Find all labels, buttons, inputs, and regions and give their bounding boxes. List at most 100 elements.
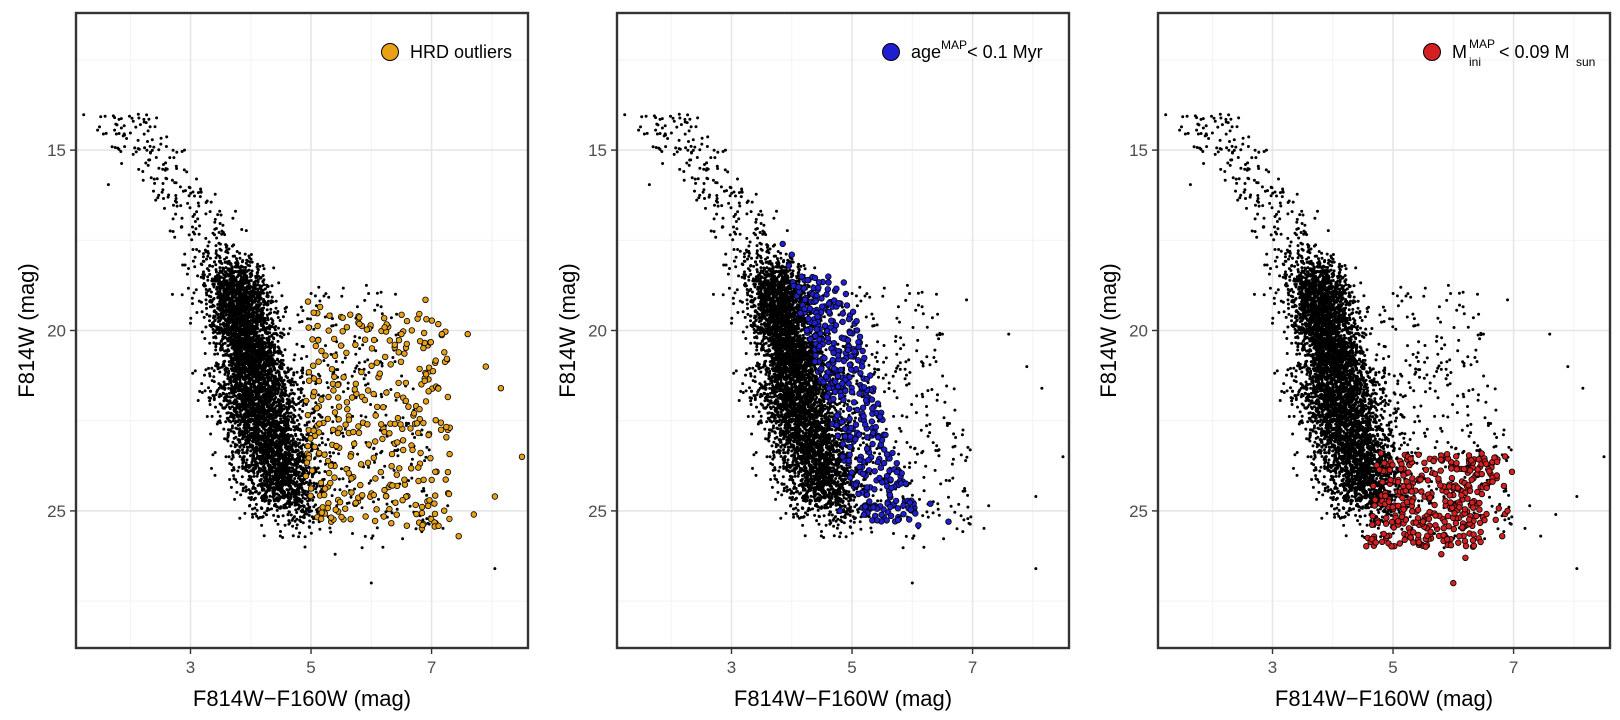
data-point	[242, 299, 246, 303]
data-point	[216, 352, 220, 356]
data-point	[259, 386, 263, 390]
data-point	[238, 434, 241, 437]
data-point	[273, 310, 276, 314]
data-point	[240, 419, 244, 422]
data-point	[204, 325, 208, 329]
data-point	[282, 333, 286, 337]
data-point	[235, 282, 239, 286]
data-point	[277, 371, 281, 375]
data-point	[268, 468, 272, 472]
data-point	[253, 487, 257, 490]
data-point	[230, 327, 234, 331]
data-point	[276, 421, 280, 425]
data-point	[223, 353, 227, 357]
data-point	[212, 398, 216, 402]
data-point	[226, 295, 230, 299]
data-point	[235, 443, 239, 447]
data-point	[256, 341, 260, 344]
data-point	[227, 386, 231, 390]
data-point	[231, 322, 235, 325]
data-point	[262, 360, 266, 364]
data-point	[237, 431, 241, 435]
data-point	[250, 303, 254, 306]
data-point	[223, 273, 227, 277]
data-point	[205, 312, 209, 316]
data-point	[256, 360, 260, 364]
data-point	[280, 294, 284, 298]
data-point	[215, 390, 219, 394]
data-point	[313, 416, 316, 420]
data-point	[183, 263, 187, 267]
data-point	[284, 476, 288, 480]
data-point	[239, 482, 243, 486]
data-point	[266, 318, 270, 322]
data-point	[274, 415, 278, 419]
data-points	[82, 112, 526, 585]
data-point	[270, 284, 274, 288]
data-point	[230, 412, 234, 416]
data-point	[209, 295, 213, 299]
data-point	[274, 362, 278, 366]
data-point	[250, 322, 254, 326]
data-point	[264, 424, 268, 428]
data-point	[298, 531, 302, 535]
data-point	[195, 248, 199, 251]
data-point	[305, 512, 309, 516]
data-point	[232, 431, 236, 435]
data-point	[301, 460, 305, 464]
data-point	[261, 465, 265, 469]
data-point	[254, 416, 258, 420]
data-point	[237, 449, 241, 453]
data-point	[193, 369, 197, 373]
data-point	[294, 484, 297, 488]
data-point	[213, 260, 217, 264]
data-point	[240, 314, 244, 317]
data-point	[269, 368, 273, 372]
data-point	[263, 428, 267, 432]
data-point	[256, 379, 260, 383]
data-point	[242, 443, 246, 447]
data-point	[195, 311, 199, 314]
data-point	[295, 517, 299, 521]
data-point	[268, 325, 272, 329]
data-point	[291, 380, 295, 384]
data-point	[238, 301, 242, 305]
data-point	[229, 262, 233, 265]
data-point	[260, 366, 264, 370]
data-point	[212, 324, 216, 328]
data-point	[230, 353, 234, 357]
data-point	[272, 347, 276, 351]
data-point	[198, 389, 202, 393]
data-point	[258, 420, 262, 424]
data-point	[289, 513, 293, 517]
data-point	[303, 436, 307, 440]
data-point	[213, 352, 217, 356]
data-point	[218, 402, 222, 406]
data-point	[208, 399, 212, 403]
data-point	[270, 295, 274, 299]
data-point	[249, 454, 252, 458]
data-point	[241, 489, 245, 493]
data-point	[207, 386, 210, 390]
data-point	[249, 478, 253, 482]
data-point	[249, 387, 253, 391]
data-point	[282, 327, 286, 331]
data-point	[204, 236, 208, 240]
data-point	[202, 276, 206, 280]
data-point	[249, 490, 253, 493]
data-point	[264, 440, 267, 444]
data-point	[296, 437, 300, 441]
data-point	[214, 336, 218, 340]
data-point	[230, 346, 234, 350]
data-point	[295, 480, 299, 484]
data-point	[266, 419, 270, 423]
data-point	[232, 436, 236, 440]
data-point	[303, 535, 307, 539]
data-point	[206, 254, 210, 258]
data-point	[238, 445, 242, 449]
data-point	[294, 526, 298, 530]
data-point	[263, 392, 267, 396]
data-point	[294, 508, 298, 512]
data-point	[246, 259, 250, 263]
data-point	[278, 374, 281, 378]
